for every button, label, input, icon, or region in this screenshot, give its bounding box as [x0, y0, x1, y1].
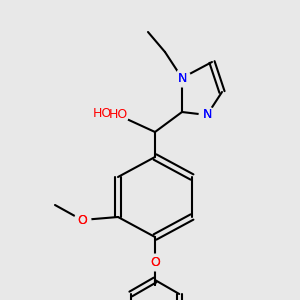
- Text: O: O: [77, 214, 87, 226]
- Text: N: N: [202, 109, 212, 122]
- Text: N: N: [201, 107, 213, 122]
- Text: N: N: [177, 71, 187, 85]
- Text: N: N: [177, 71, 187, 85]
- Text: O: O: [150, 256, 160, 268]
- Text: O: O: [77, 214, 87, 226]
- Text: O: O: [148, 254, 161, 269]
- Text: N: N: [176, 70, 188, 86]
- Text: HO: HO: [93, 107, 112, 120]
- Text: O: O: [150, 256, 160, 268]
- Text: O: O: [76, 212, 88, 227]
- Text: N: N: [202, 109, 212, 122]
- Text: HO: HO: [108, 109, 128, 122]
